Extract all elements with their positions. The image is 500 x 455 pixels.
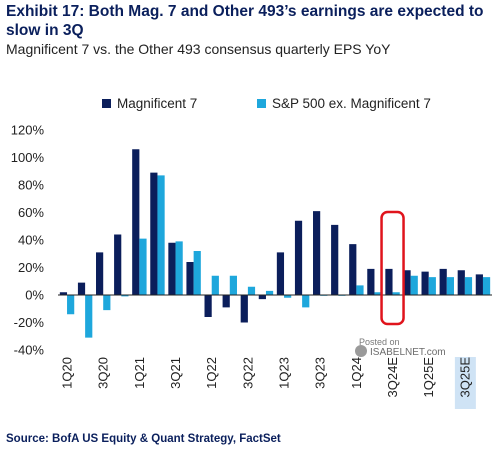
legend-label-sp500-ex-mag7: S&P 500 ex. Magnificent 7 xyxy=(272,96,431,111)
bar-mag7-1q23 xyxy=(276,252,285,296)
bar-mag7-2q22 xyxy=(222,295,230,308)
legend: Magnificent 7 S&P 500 ex. Magnificent 7 xyxy=(102,96,431,111)
bar-mag7-3q25e xyxy=(457,270,465,295)
highlight-box xyxy=(380,210,405,326)
bar-mag7-4q25e xyxy=(475,274,483,296)
bar-mag7-3q20 xyxy=(96,252,104,296)
bar-sp500-ex-mag7-3q21 xyxy=(175,241,183,296)
bar-sp500-ex-mag7-1q20 xyxy=(67,295,75,315)
bar-mag7-2q21 xyxy=(150,172,158,296)
y-tick-label: 80% xyxy=(18,178,44,193)
x-tick-label: 3Q24E xyxy=(385,357,400,398)
bar-mag7-2q24 xyxy=(367,268,375,296)
bar-mag7-4q24e xyxy=(403,270,411,295)
bar-sp500-ex-mag7-2q22 xyxy=(229,275,237,295)
bar-sp500-ex-mag7-1q22 xyxy=(211,275,219,295)
bar-sp500-ex-mag7-4q20 xyxy=(121,295,129,297)
watermark-logo-icon xyxy=(355,345,367,357)
bar-mag7-4q23 xyxy=(331,224,339,296)
bar-sp500-ex-mag7-2q20 xyxy=(85,295,93,338)
bar-mag7-4q21 xyxy=(186,262,194,295)
y-axis: -40% -20% 0% 20% 40% 60% 80% 100% 120% xyxy=(11,123,45,358)
y-tick-label: -20% xyxy=(14,315,45,330)
bar-sp500-ex-mag7-4q24e xyxy=(410,275,418,295)
bar-sp500-ex-mag7-2q23 xyxy=(302,295,310,308)
legend-swatch-magnificent-7 xyxy=(102,99,111,108)
bar-mag7-2q25e xyxy=(439,268,447,296)
highlight-label-background xyxy=(454,357,476,409)
y-tick-label: 40% xyxy=(18,233,44,248)
bar-mag7-2q23 xyxy=(294,220,303,295)
bar-mag7-2q20 xyxy=(77,282,86,296)
y-tick-label: 100% xyxy=(11,150,45,165)
bar-sp500-ex-mag7-4q21 xyxy=(193,251,201,295)
bar-mag7-1q20 xyxy=(59,292,68,295)
bar-sp500-ex-mag7-1q23 xyxy=(284,295,292,298)
bar-sp500-ex-mag7-4q22 xyxy=(265,290,274,296)
bar-mag7-3q21 xyxy=(168,242,176,295)
x-tick-label: 3Q25E xyxy=(457,357,472,398)
x-axis: 1Q20 3Q20 1Q21 3Q21 1Q22 3Q22 1Q23 3Q23 1Q24 3Q24… xyxy=(60,357,473,398)
bar-sp500-ex-mag7-4q25e xyxy=(482,277,491,296)
bar-sp500-ex-mag7-3q25e xyxy=(464,277,473,296)
bar-sp500-ex-mag7-1q24 xyxy=(356,285,364,296)
highlight-label-bg xyxy=(454,357,476,409)
y-tick-label: 60% xyxy=(18,205,44,220)
bar-mag7-1q21 xyxy=(132,149,140,295)
x-tick-label: 1Q23 xyxy=(277,357,292,389)
y-tick-label: 120% xyxy=(11,123,45,138)
y-tick-label: 0% xyxy=(25,288,44,303)
bar-mag7-4q22 xyxy=(258,295,266,300)
watermark-line-2: ISABELNET.com xyxy=(370,347,446,358)
chart-subtitle: Magnificent 7 vs. the Other 493 consensu… xyxy=(6,41,391,57)
bar-mag7-1q24 xyxy=(349,244,357,296)
legend-label-magnificent-7: Magnificent 7 xyxy=(117,96,197,111)
chart-title: Exhibit 17: Both Mag. 7 and Other 493’s … xyxy=(6,3,484,39)
y-tick-label: 20% xyxy=(18,260,44,275)
x-tick-label: 1Q25E xyxy=(421,357,436,398)
bar-mag7-3q23 xyxy=(313,211,321,296)
x-tick-label: 3Q23 xyxy=(313,357,328,389)
x-tick-label: 3Q20 xyxy=(96,357,111,389)
bar-mag7-4q20 xyxy=(114,234,122,295)
bars xyxy=(59,149,491,338)
x-tick-label: 1Q20 xyxy=(60,357,75,389)
bar-sp500-ex-mag7-3q22 xyxy=(247,286,256,295)
bar-mag7-1q22 xyxy=(204,295,212,317)
bar-mag7-1q25e xyxy=(421,271,429,296)
x-tick-label: 3Q22 xyxy=(240,357,255,389)
bar-sp500-ex-mag7-1q21 xyxy=(139,238,147,296)
x-tick-label: 1Q24 xyxy=(349,357,364,389)
x-tick-label: 1Q22 xyxy=(204,357,219,389)
bar-sp500-ex-mag7-3q20 xyxy=(103,295,111,311)
source-note: Source: BofA US Equity & Quant Strategy,… xyxy=(6,433,281,445)
bar-sp500-ex-mag7-1q25e xyxy=(428,277,436,296)
x-tick-label: 1Q21 xyxy=(132,357,147,389)
bar-sp500-ex-mag7-3q24e xyxy=(392,292,400,295)
bar-sp500-ex-mag7-2q21 xyxy=(157,175,165,296)
bar-sp500-ex-mag7-2q25e xyxy=(446,277,454,296)
y-tick-label: -40% xyxy=(14,343,45,358)
legend-swatch-sp500-ex-mag7 xyxy=(257,99,266,108)
x-tick-label: 3Q21 xyxy=(168,357,183,389)
watermark: Posted on ISABELNET.com xyxy=(355,337,446,358)
bar-mag7-3q22 xyxy=(240,295,248,323)
bar-mag7-3q24e xyxy=(385,268,393,296)
watermark-line-1: Posted on xyxy=(359,337,400,347)
bar-sp500-ex-mag7-2q24 xyxy=(374,292,382,295)
